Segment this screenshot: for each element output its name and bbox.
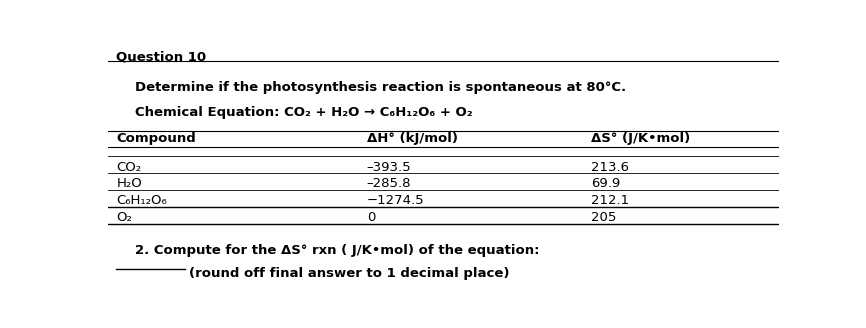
Text: Determine if the photosynthesis reaction is spontaneous at 80°C.: Determine if the photosynthesis reaction… bbox=[135, 81, 626, 94]
Text: 2. Compute for the ΔS° rxn ( J/K•mol) of the equation:: 2. Compute for the ΔS° rxn ( J/K•mol) of… bbox=[135, 244, 540, 257]
Text: −1274.5: −1274.5 bbox=[366, 194, 424, 207]
Text: –393.5: –393.5 bbox=[366, 161, 411, 174]
Text: 0: 0 bbox=[366, 211, 375, 224]
Text: (round off final answer to 1 decimal place): (round off final answer to 1 decimal pla… bbox=[189, 267, 509, 280]
Text: 213.6: 213.6 bbox=[591, 161, 630, 174]
Text: H₂O: H₂O bbox=[116, 177, 142, 190]
Text: O₂: O₂ bbox=[116, 211, 132, 224]
Text: Compound: Compound bbox=[116, 132, 196, 145]
Text: 69.9: 69.9 bbox=[591, 177, 621, 190]
Text: –285.8: –285.8 bbox=[366, 177, 411, 190]
Text: 212.1: 212.1 bbox=[591, 194, 630, 207]
Text: Chemical Equation: CO₂ + H₂O → C₆H₁₂O₆ + O₂: Chemical Equation: CO₂ + H₂O → C₆H₁₂O₆ +… bbox=[135, 106, 473, 119]
Text: ΔH° (kJ/mol): ΔH° (kJ/mol) bbox=[366, 132, 457, 145]
Text: ΔS° (J/K•mol): ΔS° (J/K•mol) bbox=[591, 132, 691, 145]
Text: C₆H₁₂O₆: C₆H₁₂O₆ bbox=[116, 194, 167, 207]
Text: Question 10: Question 10 bbox=[116, 51, 206, 64]
Text: 205: 205 bbox=[591, 211, 617, 224]
Text: CO₂: CO₂ bbox=[116, 161, 141, 174]
